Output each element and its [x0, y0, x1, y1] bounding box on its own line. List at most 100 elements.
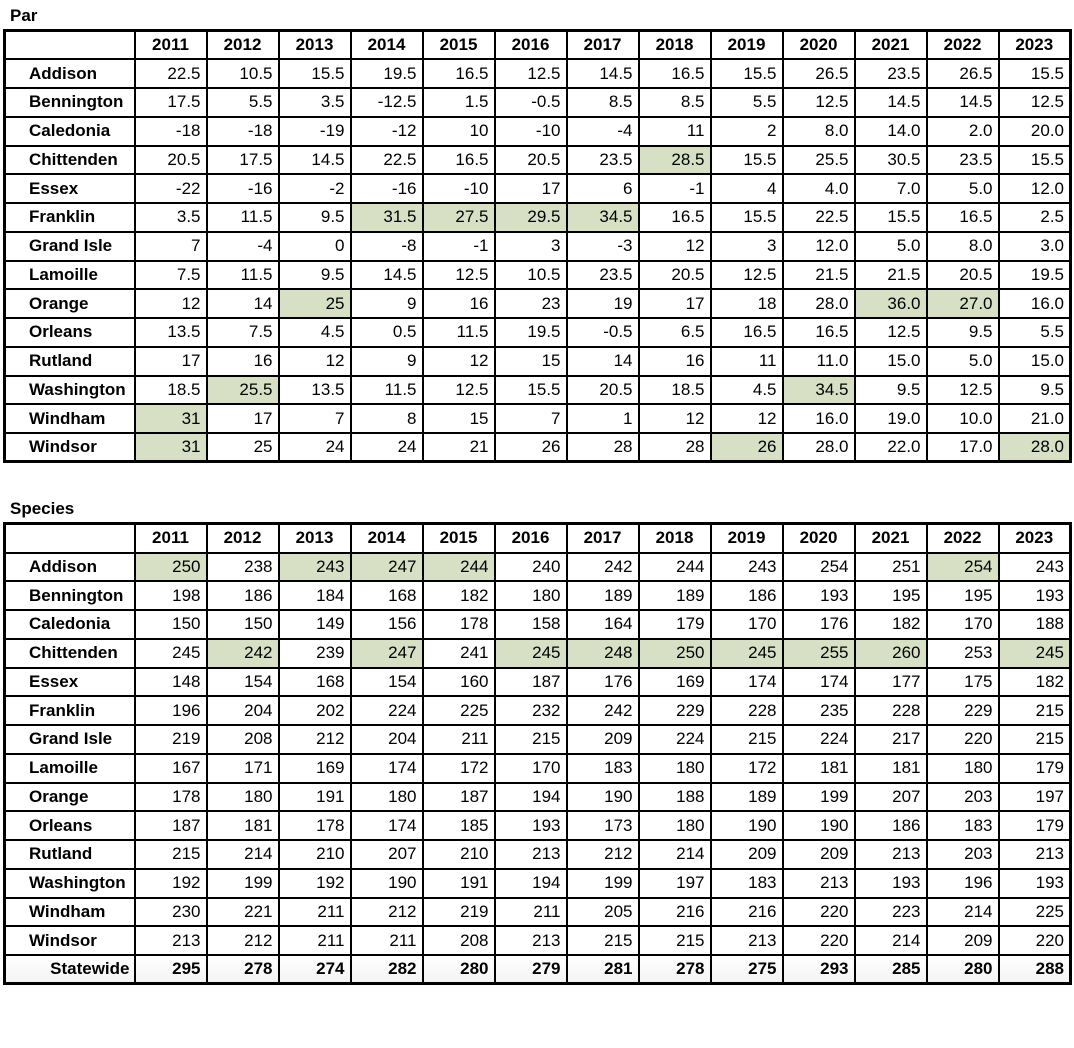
data-cell: 215 [493, 724, 568, 755]
data-cell: 11 [709, 345, 784, 377]
data-cell: 196 [133, 695, 208, 726]
table-row: Windsor 31 25 24 24 21 26 28 28 26 28.0 22.0 17.0 28.… [3, 432, 1072, 463]
data-cell: 11.0 [781, 345, 856, 377]
data-cell: 189 [637, 580, 712, 611]
row-label: Orleans [3, 810, 136, 841]
data-cell: 214 [853, 925, 928, 956]
table-row: Essex 148 154 168 154 160 187 176 169 174 174 177 17… [3, 666, 1072, 698]
data-cell: 181 [853, 752, 928, 784]
data-cell: 215 [709, 724, 784, 755]
data-cell: 15.0 [997, 345, 1072, 377]
data-cell: 196 [925, 867, 1000, 899]
data-cell: 223 [853, 896, 928, 928]
data-cell: 1.5 [421, 87, 496, 118]
data-cell: 3.5 [133, 202, 208, 233]
data-cell: 26 [493, 432, 568, 463]
data-cell: 14.0 [853, 115, 928, 147]
data-cell: 22.5 [781, 202, 856, 233]
table-row: Orange 12 14 25 9 16 23 19 17 18 28.0 36.0 27.0 16.0 [3, 288, 1072, 319]
data-cell: 10 [421, 115, 496, 147]
data-cell: 6.5 [637, 317, 712, 348]
data-cell: 23 [493, 288, 568, 319]
year-header: 2013 [277, 29, 352, 61]
data-cell: 213 [997, 839, 1072, 870]
data-cell: 205 [565, 896, 640, 928]
data-cell: 215 [565, 925, 640, 956]
data-cell: 168 [277, 666, 352, 698]
data-cell: 18 [709, 288, 784, 319]
data-cell: 213 [493, 925, 568, 956]
year-header: 2019 [709, 522, 784, 554]
data-cell: 16.0 [781, 403, 856, 434]
table-row: Caledonia 150 150 149 156 178 158 164 179 170 176 1… [3, 609, 1072, 640]
row-label: Windham [3, 403, 136, 434]
data-cell: 239 [277, 637, 352, 669]
row-label: Essex [3, 666, 136, 698]
row-label: Grand Isle [3, 230, 136, 262]
data-cell: 13.5 [133, 317, 208, 348]
data-cell: 195 [853, 580, 928, 611]
data-cell: -0.5 [493, 87, 568, 118]
year-header: 2015 [421, 29, 496, 61]
data-cell: 12.5 [925, 374, 1000, 406]
data-cell: 213 [493, 839, 568, 870]
data-cell: 12 [277, 345, 352, 377]
data-cell: 18.5 [133, 374, 208, 406]
data-cell: 12.5 [493, 58, 568, 89]
data-cell-highlighted: 29.5 [493, 202, 568, 233]
data-cell: 14 [565, 345, 640, 377]
row-label: Windham [3, 896, 136, 928]
data-cell: 11 [637, 115, 712, 147]
data-cell: 199 [781, 781, 856, 813]
data-cell: 19.5 [997, 259, 1072, 291]
data-cell: 6 [565, 173, 640, 204]
data-cell: 15.5 [997, 58, 1072, 89]
data-cell: 11.5 [421, 317, 496, 348]
row-label: Bennington [3, 87, 136, 118]
table-row: Bennington 17.5 5.5 3.5 -12.5 1.5 -0.5 8.5 8.5 5.… [3, 87, 1072, 118]
data-cell: 16.5 [637, 58, 712, 89]
data-cell: -18 [205, 115, 280, 147]
data-cell: -12 [349, 115, 424, 147]
data-cell: -12.5 [349, 87, 424, 118]
data-cell: 16.5 [637, 202, 712, 233]
row-label: Washington [3, 374, 136, 406]
year-header: 2022 [925, 29, 1000, 61]
data-cell: 20.5 [925, 259, 1000, 291]
data-cell: 181 [205, 810, 280, 841]
data-cell: 19.5 [349, 58, 424, 89]
data-cell: 194 [493, 867, 568, 899]
data-cell: 7 [133, 230, 208, 262]
data-cell-highlighted: 31 [133, 432, 208, 463]
data-cell: 191 [421, 867, 496, 899]
data-cell: 5.0 [853, 230, 928, 262]
data-cell: 164 [565, 609, 640, 640]
data-cell: 20.5 [493, 144, 568, 176]
data-cell: 243 [709, 551, 784, 583]
data-cell: 178 [421, 609, 496, 640]
data-cell: 199 [205, 867, 280, 899]
data-cell: 2 [709, 115, 784, 147]
table-row: Windham 230 221 211 212 219 211 205 216 216 220 223… [3, 896, 1072, 928]
table-row: Orleans 187 181 178 174 185 193 173 180 190 190 186… [3, 810, 1072, 841]
data-cell: 188 [637, 781, 712, 813]
row-label: Franklin [3, 695, 136, 726]
data-cell: 4.5 [709, 374, 784, 406]
data-cell: 235 [781, 695, 856, 726]
data-cell: 24 [349, 432, 424, 463]
data-cell: 198 [133, 580, 208, 611]
data-cell: 15.5 [709, 144, 784, 176]
data-cell: 180 [493, 580, 568, 611]
data-cell: 8.0 [781, 115, 856, 147]
data-cell: 189 [565, 580, 640, 611]
data-cell: 12.0 [781, 230, 856, 262]
data-cell: 22.5 [349, 144, 424, 176]
data-cell: 15.5 [493, 374, 568, 406]
data-cell: 16.5 [709, 317, 784, 348]
data-cell: 15.0 [853, 345, 928, 377]
data-cell: 207 [853, 781, 928, 813]
row-label: Statewide [3, 954, 136, 985]
data-cell: 209 [925, 925, 1000, 956]
data-cell: 3 [493, 230, 568, 262]
data-cell: 220 [781, 896, 856, 928]
